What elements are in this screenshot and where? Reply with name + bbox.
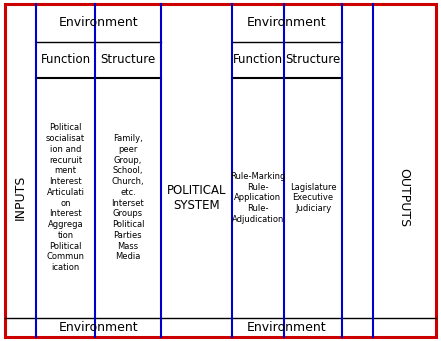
Text: Structure: Structure [100, 53, 156, 66]
Text: Environment: Environment [59, 321, 138, 334]
Text: Lagislature
Executive
Judiciary: Lagislature Executive Judiciary [290, 182, 336, 213]
Text: Environment: Environment [59, 16, 138, 29]
Text: Function: Function [233, 53, 283, 66]
Text: Environment: Environment [247, 16, 326, 29]
Text: INPUTS: INPUTS [14, 175, 27, 221]
Text: Family,
peer
Group,
School,
Church,
etc.
Interset
Groups
Political
Parties
Mass
: Family, peer Group, School, Church, etc.… [112, 134, 144, 262]
Text: Political
socialisat
ion and
recuruit
ment
Interest
Articulati
on
Interest
Aggre: Political socialisat ion and recuruit me… [46, 123, 85, 272]
Text: Environment: Environment [247, 321, 326, 334]
Text: Rule-Marking
Rule-
Application
Rule-
Adjudication: Rule-Marking Rule- Application Rule- Adj… [230, 172, 286, 224]
Text: OUTPUTS: OUTPUTS [398, 168, 411, 227]
Text: Function: Function [41, 53, 90, 66]
Text: POLITICAL
SYSTEM: POLITICAL SYSTEM [167, 184, 226, 212]
Text: Structure: Structure [285, 53, 341, 66]
